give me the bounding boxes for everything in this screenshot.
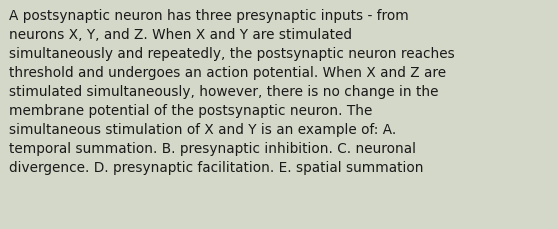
Text: A postsynaptic neuron has three presynaptic inputs - from
neurons X, Y, and Z. W: A postsynaptic neuron has three presynap… [9,9,455,174]
